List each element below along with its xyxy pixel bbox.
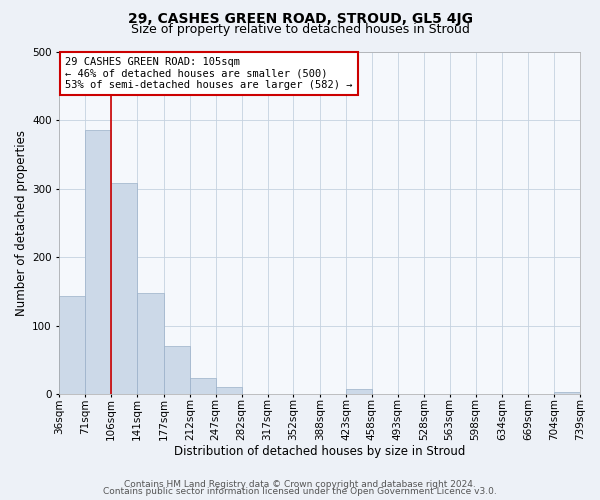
Text: Contains HM Land Registry data © Crown copyright and database right 2024.: Contains HM Land Registry data © Crown c… <box>124 480 476 489</box>
Text: Contains public sector information licensed under the Open Government Licence v3: Contains public sector information licen… <box>103 487 497 496</box>
Bar <box>215 387 242 394</box>
Bar <box>59 296 85 394</box>
Text: Size of property relative to detached houses in Stroud: Size of property relative to detached ho… <box>131 22 469 36</box>
Text: 29 CASHES GREEN ROAD: 105sqm
← 46% of detached houses are smaller (500)
53% of s: 29 CASHES GREEN ROAD: 105sqm ← 46% of de… <box>65 57 352 90</box>
Bar <box>554 392 580 394</box>
Bar <box>346 389 372 394</box>
Bar <box>111 183 137 394</box>
X-axis label: Distribution of detached houses by size in Stroud: Distribution of detached houses by size … <box>174 444 466 458</box>
Text: 29, CASHES GREEN ROAD, STROUD, GL5 4JG: 29, CASHES GREEN ROAD, STROUD, GL5 4JG <box>128 12 473 26</box>
Bar <box>190 378 215 394</box>
Bar <box>85 130 111 394</box>
Y-axis label: Number of detached properties: Number of detached properties <box>15 130 28 316</box>
Bar <box>164 346 190 394</box>
Bar <box>137 294 164 394</box>
